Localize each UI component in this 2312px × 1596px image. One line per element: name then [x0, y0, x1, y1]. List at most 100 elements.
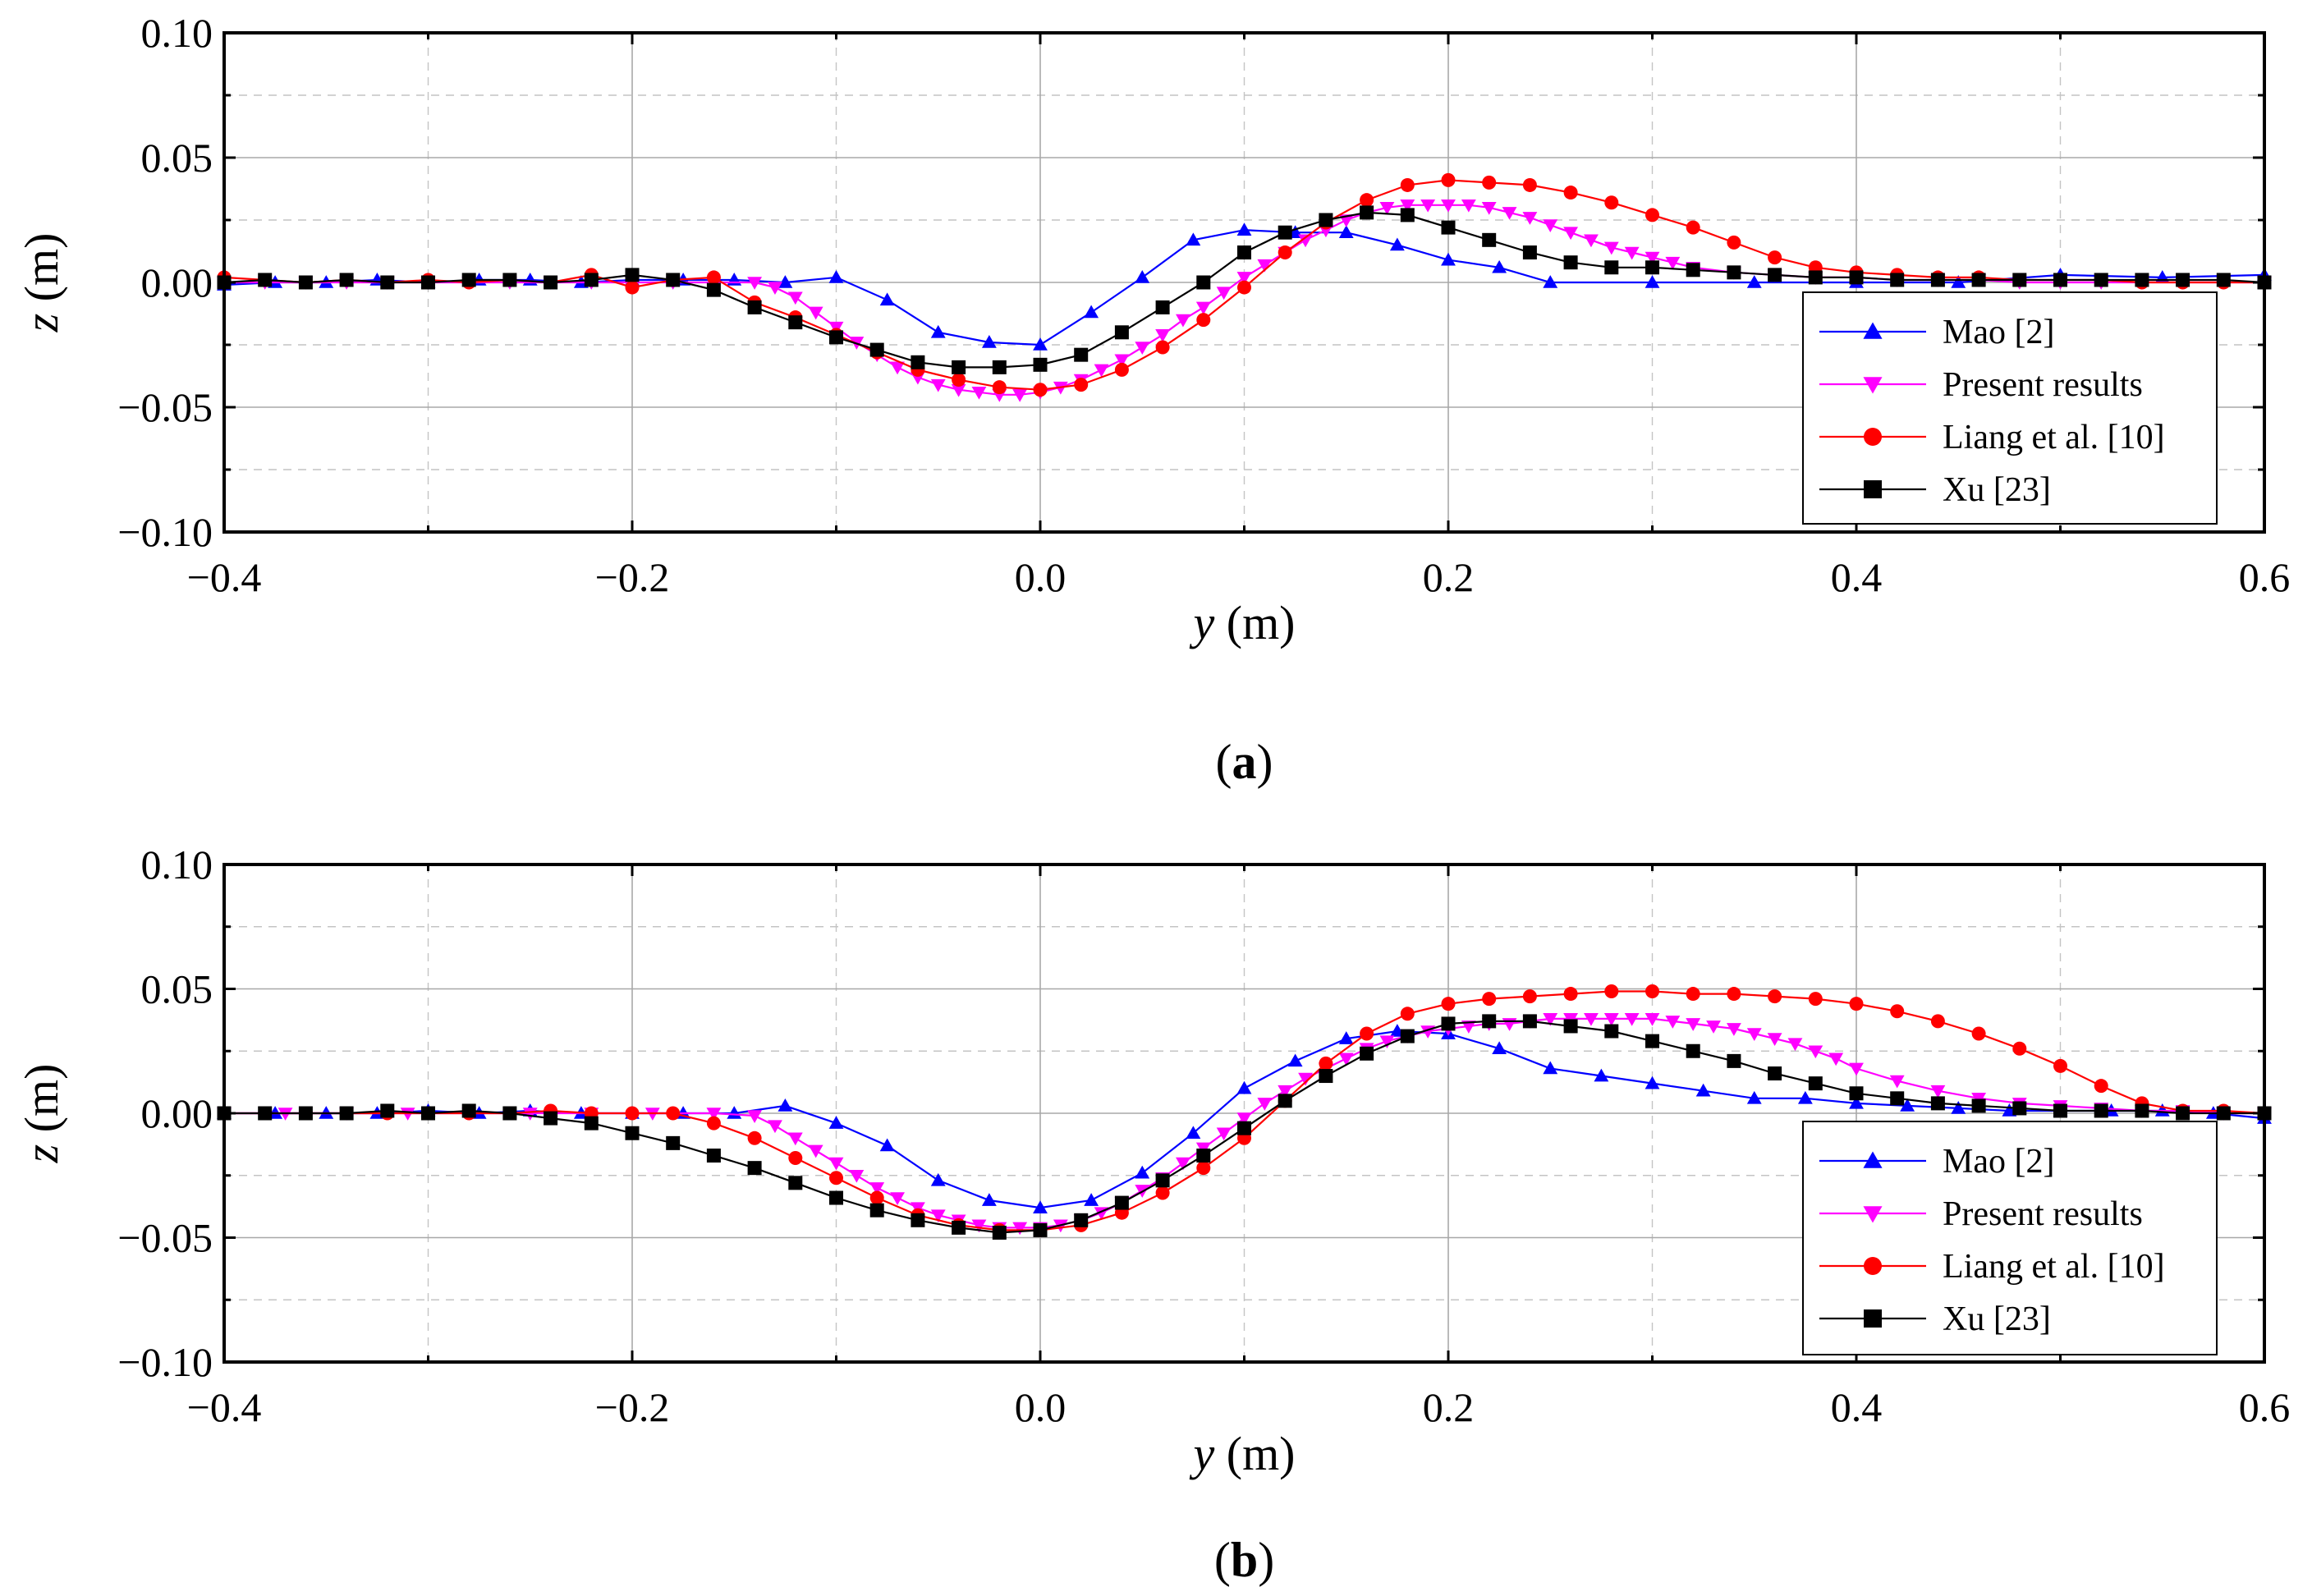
data-point	[1298, 234, 1313, 248]
data-point	[1492, 259, 1507, 273]
data-point	[1135, 269, 1150, 283]
y-axis-variable: z	[15, 1144, 68, 1164]
data-point	[461, 1103, 476, 1118]
data-point	[2216, 273, 2231, 287]
data-point	[1278, 225, 1292, 240]
legend-label: Mao [2]	[1943, 314, 2054, 351]
data-point	[1114, 1195, 1129, 1210]
data-point	[666, 273, 681, 287]
data-point	[869, 342, 884, 357]
data-point	[2012, 1041, 2027, 1056]
panel-label-open: (	[1214, 1533, 1231, 1587]
data-point	[1492, 1041, 1507, 1055]
data-point	[2094, 1103, 2108, 1118]
panel-label-open: (	[1216, 735, 1232, 789]
panel-label-close: )	[1257, 735, 1273, 789]
data-point	[666, 1106, 681, 1121]
data-point	[706, 270, 721, 285]
data-point	[1522, 989, 1537, 1004]
data-point	[1767, 1033, 1782, 1047]
data-point	[1645, 984, 1659, 999]
legend: Mao [2] Present results Liang et al. [10] X…	[1802, 291, 2218, 525]
data-point	[1971, 273, 1986, 287]
data-point	[1543, 1013, 1558, 1026]
data-point	[1400, 199, 1415, 213]
data-point	[1665, 256, 1681, 270]
data-point	[1787, 1038, 1803, 1052]
data-point	[1298, 1072, 1313, 1086]
data-point	[1849, 1095, 1864, 1109]
data-point	[1114, 325, 1129, 340]
data-point	[808, 1144, 823, 1158]
data-point	[1890, 1091, 1905, 1106]
data-point	[981, 1193, 997, 1206]
data-point	[1114, 354, 1130, 368]
data-point	[1461, 199, 1476, 213]
data-point	[258, 1106, 273, 1121]
data-point	[1563, 255, 1578, 270]
data-point	[2094, 1079, 2108, 1094]
data-point	[1584, 234, 1599, 248]
data-point	[2216, 1106, 2231, 1121]
data-point	[1441, 997, 1456, 1011]
data-point	[1563, 227, 1579, 241]
data-point	[1849, 1086, 1864, 1101]
x-axis-variable: y	[1190, 1427, 1215, 1480]
data-point	[1400, 177, 1415, 192]
data-point	[952, 360, 966, 374]
data-point	[1360, 193, 1374, 208]
y-axis-title: z (m)	[15, 1064, 68, 1164]
data-point	[1441, 199, 1456, 213]
data-point	[1400, 1029, 1415, 1043]
data-point	[1930, 1014, 1945, 1029]
y-tick-label: 0.10	[141, 842, 213, 887]
data-point	[1971, 1026, 1986, 1041]
data-point	[2053, 1058, 2067, 1073]
data-point	[1727, 265, 1741, 280]
data-point	[1563, 1019, 1578, 1034]
data-point	[747, 277, 763, 290]
data-point	[1278, 245, 1292, 260]
data-point	[952, 373, 966, 388]
data-point	[1624, 1013, 1640, 1026]
data-point	[2012, 273, 2027, 287]
data-point	[1012, 1222, 1028, 1236]
data-point	[747, 1110, 763, 1123]
data-point	[1522, 1014, 1537, 1029]
y-tick-label: −0.10	[117, 509, 213, 555]
data-point	[1216, 287, 1232, 300]
data-point	[1727, 235, 1741, 250]
data-point	[1645, 260, 1659, 275]
data-point	[1971, 1098, 1986, 1113]
data-point	[1900, 1098, 1915, 1112]
data-point	[1084, 305, 1099, 319]
data-point	[829, 1190, 843, 1205]
data-point	[1278, 1094, 1292, 1108]
data-point	[2135, 1103, 2149, 1118]
legend-item: Xu [23]	[1819, 471, 2051, 509]
data-point	[421, 1106, 435, 1121]
data-point	[339, 273, 354, 287]
data-point	[1930, 273, 1945, 287]
data-point	[625, 1126, 640, 1140]
legend-item: Present results	[1819, 366, 2143, 404]
legend-marker	[1863, 377, 1883, 394]
data-point	[1563, 186, 1578, 200]
data-point	[1186, 232, 1201, 246]
legend-item: Mao [2]	[1819, 1143, 2054, 1181]
x-tick-label: 0.6	[2239, 1384, 2291, 1430]
legend-marker	[1864, 1257, 1882, 1275]
data-point	[1186, 1126, 1201, 1140]
data-point	[1797, 1090, 1813, 1104]
data-point	[778, 1098, 793, 1112]
data-point	[1176, 314, 1190, 328]
data-point	[787, 291, 803, 305]
data-point	[1624, 246, 1640, 260]
data-point	[1665, 1016, 1681, 1029]
legend-marker	[1864, 480, 1882, 498]
data-point	[1084, 1193, 1099, 1206]
data-point	[879, 1138, 895, 1152]
panel-label-letter: a	[1232, 735, 1257, 789]
data-point	[380, 275, 395, 290]
x-tick-label: 0.2	[1423, 554, 1475, 600]
